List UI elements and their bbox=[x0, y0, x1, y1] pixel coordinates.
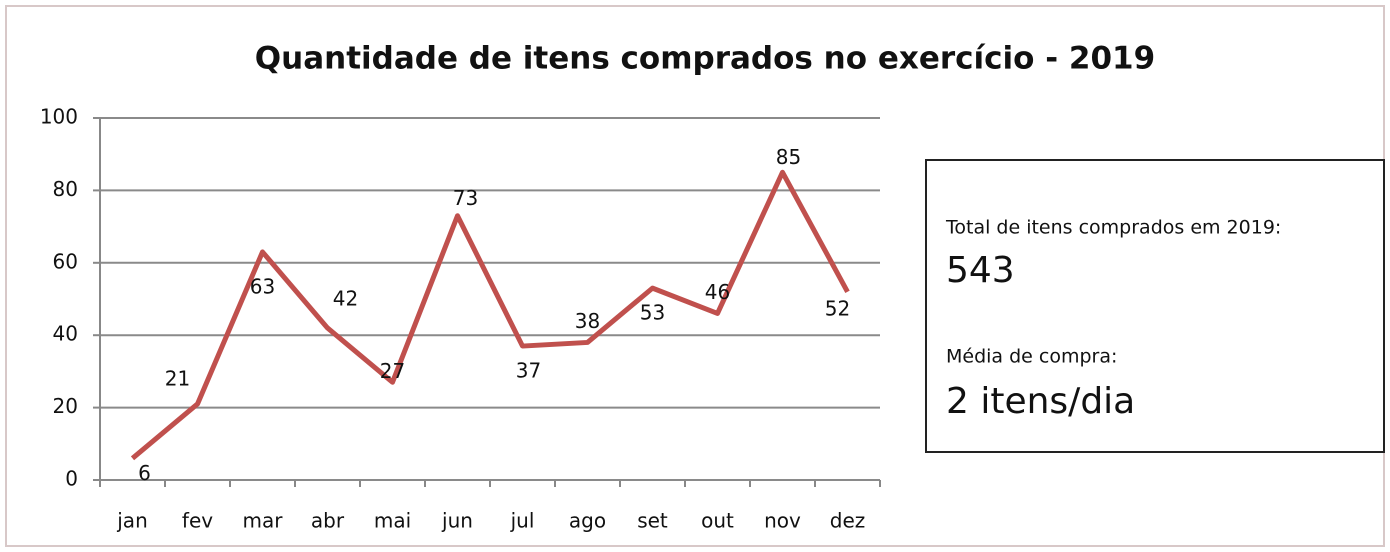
chart-title: Quantidade de itens comprados no exercíc… bbox=[255, 41, 1155, 77]
info-box bbox=[925, 159, 1385, 453]
info-label: Média de compra: bbox=[946, 346, 1117, 368]
info-label: Total de itens comprados em 2019: bbox=[945, 217, 1281, 239]
info-value: 2 itens/dia bbox=[946, 381, 1135, 422]
x-tick-label: set bbox=[637, 509, 668, 533]
x-tick-label: mai bbox=[374, 509, 411, 533]
x-tick-label: fev bbox=[182, 509, 213, 533]
x-tick-label: jun bbox=[441, 509, 473, 533]
data-label: 37 bbox=[516, 359, 541, 383]
x-tick-label: jan bbox=[116, 509, 148, 533]
x-tick-label: jul bbox=[510, 509, 535, 533]
data-label: 27 bbox=[380, 359, 405, 383]
y-tick-label: 100 bbox=[40, 105, 78, 129]
line bbox=[130, 169, 850, 461]
y-tick-label: 60 bbox=[53, 249, 78, 273]
y-tick-label: 20 bbox=[53, 394, 78, 418]
info-value: 543 bbox=[946, 250, 1015, 291]
data-label: 85 bbox=[776, 145, 801, 169]
data-label: 46 bbox=[705, 280, 730, 304]
y-tick-label: 40 bbox=[53, 322, 78, 346]
data-label: 52 bbox=[825, 296, 850, 320]
data-label: 6 bbox=[138, 461, 151, 485]
x-tick-label: nov bbox=[764, 509, 801, 533]
data-label: 63 bbox=[250, 274, 275, 298]
data-label: 42 bbox=[333, 286, 358, 310]
data-label: 53 bbox=[640, 301, 665, 325]
data-label: 21 bbox=[165, 366, 190, 390]
data-label: 73 bbox=[453, 186, 478, 210]
y-tick-label: 0 bbox=[65, 467, 78, 491]
x-tick-label: dez bbox=[830, 509, 866, 533]
x-tick-label: ago bbox=[569, 509, 606, 533]
x-tick-label: mar bbox=[243, 509, 284, 533]
y-tick-label: 80 bbox=[53, 177, 78, 201]
x-tick-label: abr bbox=[311, 509, 345, 533]
data-label: 38 bbox=[575, 309, 600, 333]
x-tick-label: out bbox=[701, 509, 734, 533]
